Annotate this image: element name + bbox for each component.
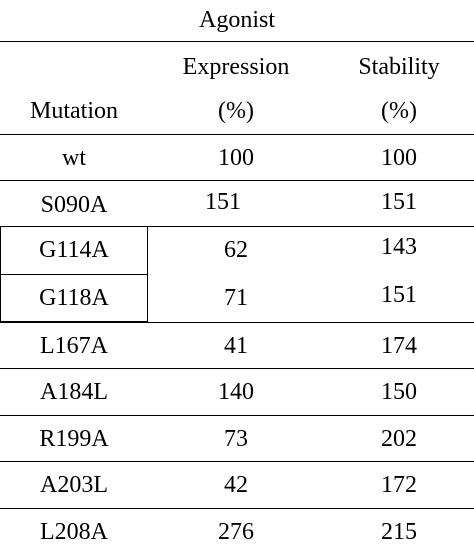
group-header: Agonist — [198, 7, 275, 33]
row-divider — [148, 226, 474, 227]
cell-stability: 215 — [381, 519, 417, 545]
cell-stability: 151 — [381, 282, 417, 308]
row-divider — [0, 274, 148, 275]
cell-mutation: G114A — [39, 237, 109, 263]
row-divider — [0, 180, 474, 181]
table-rule-header — [0, 134, 474, 135]
cell-mutation: R199A — [39, 426, 109, 452]
cell-stability: 174 — [381, 333, 417, 359]
header-expression-unit: (%) — [218, 98, 254, 124]
cell-stability: 202 — [381, 426, 417, 452]
cell-mutation: L167A — [40, 333, 108, 359]
cell-expression: 276 — [218, 519, 254, 545]
row-divider — [0, 322, 474, 323]
table-rule-top — [0, 41, 474, 42]
header-stability-line1: Stability — [358, 54, 440, 80]
cell-expression: 62 — [224, 237, 248, 263]
header-mutation: Mutation — [30, 98, 118, 124]
cell-mutation: A184L — [40, 379, 108, 405]
cell-stability: 172 — [381, 472, 417, 498]
cell-stability: 150 — [381, 379, 417, 405]
row-divider — [0, 461, 474, 462]
cell-expression: 140 — [218, 379, 254, 405]
cell-stability: 151 — [381, 189, 417, 215]
cell-mutation: G118A — [39, 285, 109, 311]
cell-expression: 41 — [224, 333, 248, 359]
cell-expression: 100 — [218, 145, 254, 171]
row-divider — [0, 415, 474, 416]
cell-mutation: A203L — [40, 472, 108, 498]
cell-mutation: S090A — [40, 192, 108, 218]
cell-stability: 100 — [381, 145, 417, 171]
cell-expression: 42 — [224, 472, 248, 498]
cell-mutation: L208A — [40, 519, 108, 545]
row-divider — [0, 508, 474, 509]
cell-expression: 151 — [205, 189, 241, 215]
cell-expression: 73 — [224, 426, 248, 452]
cell-stability: 143 — [381, 234, 417, 260]
row-divider — [0, 368, 474, 369]
header-expression-line1: Expression — [182, 54, 290, 80]
header-stability-unit: (%) — [381, 98, 417, 124]
cell-mutation: wt — [62, 145, 86, 171]
cell-expression: 71 — [224, 285, 248, 311]
